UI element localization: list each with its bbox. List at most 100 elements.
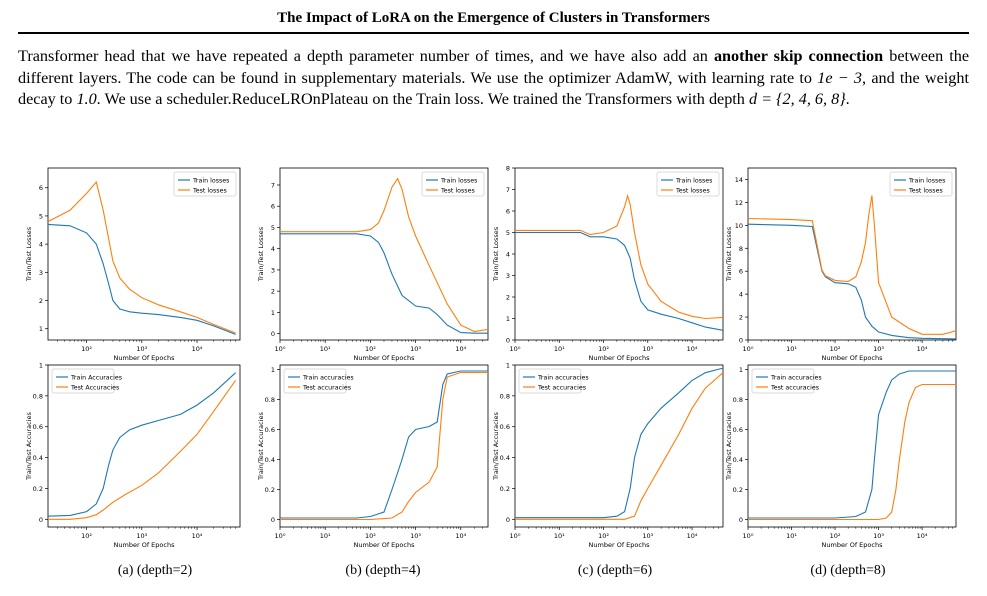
series-line-test [748, 383, 956, 521]
legend-label: Test losses [192, 187, 227, 194]
y-tick-label: 1 [271, 309, 275, 317]
y-tick-label: 0 [506, 337, 510, 345]
series-line-train [280, 370, 488, 519]
header-rule [18, 32, 969, 34]
y-axis-label: Train/Test Accuracies [25, 412, 33, 481]
text-run: . We use a scheduler.ReduceLROnPlateau o… [96, 90, 749, 108]
chart-loss-depth2: 1 2 3 4 5 6 10² 10³ 10⁴ Number Of Epochs Train/Tes… [25, 167, 241, 362]
y-tick-label: 0.2 [265, 486, 275, 494]
math-run: d = {2, 4, 6, 8} [748, 90, 846, 108]
x-tick-label: 10⁰ [743, 345, 754, 353]
y-axis-label: Train/Test Accuracies [257, 412, 265, 481]
y-tick-label: 4 [506, 251, 510, 259]
y-tick-label: 4 [739, 291, 743, 299]
text-run: Transformer head that we have repeated a… [18, 47, 714, 65]
y-axis-label: Train/Test Losses [25, 226, 33, 282]
legend-label: Test losses [440, 187, 475, 194]
x-tick-label: 10³ [410, 345, 421, 353]
series-line-test [280, 371, 488, 521]
x-tick-label: 10⁰ [743, 532, 754, 540]
y-tick-label: 4 [39, 241, 43, 249]
legend-label: Test losses [908, 187, 943, 194]
legend-label: Train losses [675, 177, 712, 184]
y-tick-label: 3 [271, 266, 275, 274]
chart-acc-depth2: 0 0.2 0.4 0.6 0.8 1 10² 10³ 10⁴ Number Of Epochs T… [25, 362, 241, 549]
caption-c: (c) (depth=6) [577, 563, 653, 578]
series-line-train [748, 223, 956, 340]
y-tick-label: 12 [735, 199, 743, 207]
plot-frame [47, 167, 241, 341]
y-tick-label: 0.4 [733, 456, 743, 464]
x-tick-label: 10⁴ [687, 532, 698, 540]
x-axis-label: Number Of Epochs [589, 354, 651, 362]
y-tick-label: 1 [39, 325, 43, 333]
y-tick-label: 6 [506, 208, 510, 216]
y-tick-label: 0.8 [33, 392, 43, 400]
y-tick-label: 3 [39, 269, 43, 277]
y-axis-label: Train/Test Losses [257, 226, 265, 282]
y-tick-label: 0.8 [500, 392, 510, 400]
legend-label: Train losses [440, 177, 477, 184]
series-line-test [48, 380, 237, 520]
text-run: , and the weight decay to [18, 68, 969, 109]
chart-loss-depth8: 0 2 4 6 8 10 12 14 10⁰ 10¹ 10² 10³ 10⁴ Number Of Epoc… [725, 167, 957, 362]
text-run: between the different layers. The code c… [18, 47, 969, 87]
x-tick-label: 10² [81, 345, 92, 353]
legend-label: Train accuracies [770, 374, 822, 381]
caption-d: (d) (depth=8) [810, 563, 886, 578]
series-line-test [48, 180, 236, 334]
y-tick-label: 5 [271, 224, 275, 232]
y-tick-label: 0.6 [265, 426, 275, 434]
y-tick-label: 0.6 [33, 423, 43, 431]
x-tick-label: 10² [365, 532, 376, 540]
y-tick-label: 0 [271, 516, 275, 524]
legend-label: Train accuracies [302, 374, 354, 381]
y-tick-label: 1 [271, 366, 275, 374]
series-line-train [48, 372, 236, 517]
x-tick-label: 10¹ [320, 532, 331, 540]
x-tick-label: 10² [830, 345, 841, 353]
y-tick-label: 5 [506, 229, 510, 237]
x-tick-label: 10⁴ [455, 345, 466, 353]
x-tick-label: 10⁴ [192, 532, 203, 540]
bold-run: another skip connection [713, 47, 884, 65]
x-tick-label: 10² [81, 532, 92, 540]
y-tick-label: 0 [39, 516, 43, 524]
y-tick-label: 0.2 [33, 485, 43, 493]
x-tick-label: 10³ [136, 532, 147, 540]
x-tick-label: 10⁰ [510, 532, 521, 540]
y-tick-label: 0.2 [500, 485, 510, 493]
body-paragraph: Transformer head that we have repeated a… [18, 46, 969, 111]
series-line-test [515, 372, 723, 520]
y-tick-label: 0 [739, 337, 743, 345]
series-line-train [48, 223, 236, 335]
legend-label: Test accuracies [770, 384, 819, 391]
x-axis-label: Number Of Epochs [822, 354, 884, 362]
text-run: . [845, 90, 850, 108]
x-tick-label: 10³ [410, 532, 421, 540]
y-tick-label: 0.6 [500, 423, 510, 431]
x-tick-label: 10¹ [320, 345, 331, 353]
x-axis-label: Number Of Epochs [114, 541, 176, 549]
x-tick-label: 10⁴ [687, 345, 698, 353]
x-tick-label: 10³ [642, 345, 653, 353]
series-line-test [515, 193, 723, 320]
y-tick-label: 7 [271, 181, 275, 189]
y-tick-label: 0.4 [500, 454, 510, 462]
legend-label: Test accuracies [537, 384, 586, 391]
x-tick-label: 10⁴ [917, 532, 928, 540]
math-run: 1.0 [76, 90, 97, 108]
y-axis-label: Train/Test Losses [492, 226, 500, 282]
figure-grid: 1 2 3 4 5 6 10² 10³ 10⁴ Number Of Epochs Train/Tes… [0, 160, 987, 591]
caption-b: (b) (depth=4) [345, 563, 421, 578]
legend-label: Train losses [908, 177, 945, 184]
y-tick-label: 7 [506, 186, 510, 194]
legend-label: Test accuracies [302, 384, 351, 391]
chart-acc-depth6: 0 0.2 0.4 0.6 0.8 1 10⁰ 10¹ 10² 10³ 10⁴ Number Of E… [492, 362, 724, 549]
x-tick-label: 10⁰ [275, 345, 286, 353]
series-line-test [280, 177, 488, 333]
x-tick-label: 10⁴ [917, 345, 928, 353]
legend-label: Test Accuracies [70, 384, 119, 391]
x-tick-label: 10⁰ [510, 345, 521, 353]
x-tick-label: 10² [598, 345, 609, 353]
